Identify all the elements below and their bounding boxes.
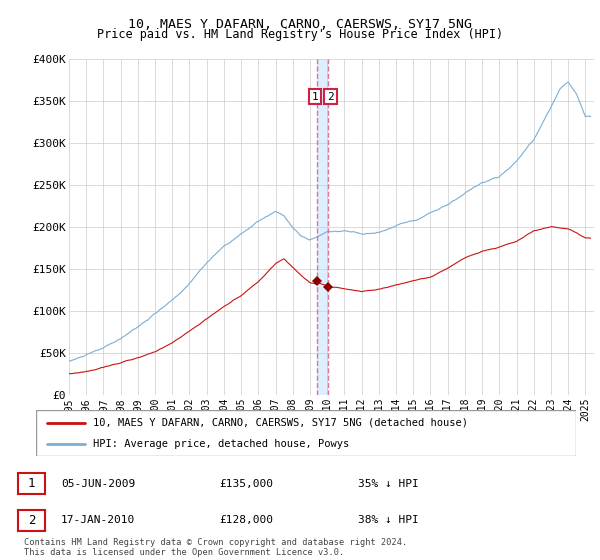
Text: Contains HM Land Registry data © Crown copyright and database right 2024.
This d: Contains HM Land Registry data © Crown c… <box>24 538 407 557</box>
Text: 17-JAN-2010: 17-JAN-2010 <box>61 515 135 525</box>
Text: 1: 1 <box>311 92 318 101</box>
FancyBboxPatch shape <box>18 510 46 531</box>
Text: HPI: Average price, detached house, Powys: HPI: Average price, detached house, Powy… <box>92 439 349 449</box>
Text: 1: 1 <box>28 477 35 490</box>
Text: 10, MAES Y DAFARN, CARNO, CAERSWS, SY17 5NG (detached house): 10, MAES Y DAFARN, CARNO, CAERSWS, SY17 … <box>92 418 468 428</box>
Text: 2: 2 <box>327 92 334 101</box>
FancyBboxPatch shape <box>18 473 46 494</box>
Text: £135,000: £135,000 <box>220 479 274 489</box>
Text: £128,000: £128,000 <box>220 515 274 525</box>
Text: 2: 2 <box>28 514 35 526</box>
Text: 05-JUN-2009: 05-JUN-2009 <box>61 479 135 489</box>
FancyBboxPatch shape <box>36 410 576 456</box>
Bar <box>317 59 328 395</box>
Text: 38% ↓ HPI: 38% ↓ HPI <box>358 515 418 525</box>
Text: 10, MAES Y DAFARN, CARNO, CAERSWS, SY17 5NG: 10, MAES Y DAFARN, CARNO, CAERSWS, SY17 … <box>128 18 472 31</box>
Text: Price paid vs. HM Land Registry's House Price Index (HPI): Price paid vs. HM Land Registry's House … <box>97 28 503 41</box>
Text: 35% ↓ HPI: 35% ↓ HPI <box>358 479 418 489</box>
